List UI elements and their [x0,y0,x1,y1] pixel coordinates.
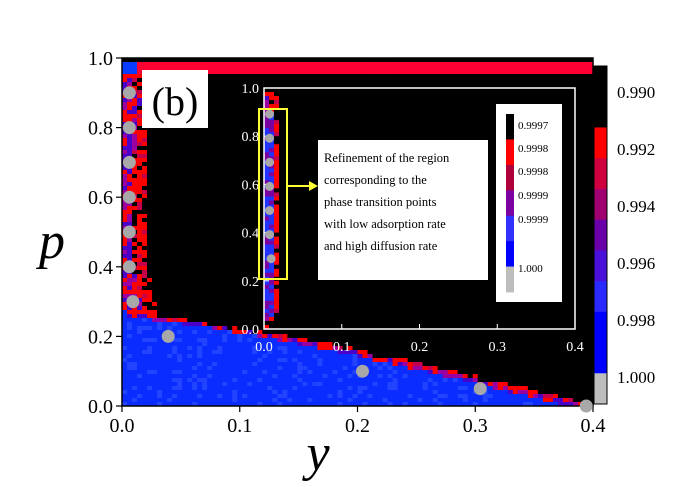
inset-colorbar-label: 0.9999 [518,190,549,202]
transition-point [122,260,136,274]
colorbar-swatch [594,311,607,344]
colorbar-swatch [594,158,607,190]
colorbar-swatch [594,96,607,128]
inset-x-tick-label: 0.2 [411,340,429,355]
colorbar-label: 0.992 [617,140,655,159]
inset-transition-points [265,109,276,264]
annotation-line: corresponding to the [324,173,427,187]
inset-y-tick-label: 0.4 [242,227,260,242]
inset-colorbar-label: 0.9999 [518,214,549,226]
inset-x-tick-label: 0.3 [489,340,507,355]
annotation-line: phase transition points [324,195,437,209]
colorbar-swatch [594,373,607,405]
inset-colorbar-label: 0.9997 [518,120,549,132]
transition-point [122,225,136,239]
annotation-line: and high diffusion rate [324,239,438,253]
inset-colorbar-swatch [506,190,514,217]
inset-colorbar-label: 1.000 [518,263,543,275]
colorbar-swatch [594,66,607,98]
annotation-line: with low adsorption rate [324,217,446,231]
inset-plot: 0.0 0.1 0.2 0.3 0.4 0.0 0.2 0.4 0.6 0.8 1.0 Refine… [242,82,584,355]
transition-point [122,86,136,100]
inset-y-tick-label: 0.8 [242,130,260,145]
inset-y-tick-label: 1.0 [242,82,260,97]
inset-x-tick-label: 0.4 [566,340,584,355]
transition-point [356,364,369,378]
y-tick-label: 0.6 [88,187,113,209]
inset-colorbar-swatch [506,114,514,140]
main-colorbar: 0.990 0.992 0.994 0.996 0.998 1.000 [593,65,656,405]
transition-point [161,329,175,343]
colorbar-label: 0.996 [617,254,655,273]
inset-transition-point [265,133,275,143]
annotation-line: Refinement of the region [324,151,450,165]
inset-transition-point [265,157,275,167]
transition-point [122,155,136,169]
transition-point [122,121,136,135]
inset-colorbar: 0.9997 0.9998 0.9998 0.9999 0.9999 1.000 [496,104,562,302]
highlight-box [258,108,288,280]
colorbar-swatch [594,281,607,313]
inset-colorbar-label: 0.9998 [518,143,549,155]
colorbar-label: 0.994 [617,197,656,216]
inset-colorbar-swatch [506,266,514,293]
inset-colorbar-swatch [506,164,514,191]
inset-axis-ticks: 0.0 0.1 0.2 0.3 0.4 0.0 0.2 0.4 0.6 0.8 1.0 [242,82,584,355]
transition-point [122,190,136,204]
colorbar-swatch [594,188,607,221]
inset-y-tick-label: 0.0 [242,323,260,338]
main-axis-ticks: 0.0 0.1 0.2 0.3 0.4 0.0 0.2 0.4 0.6 0.8 1.0 [88,48,606,437]
annotation-box: Refinement of the region corresponding to… [318,140,488,280]
inset-colorbar-swatch [506,241,514,267]
transition-point [579,399,593,413]
inset-colorbar-swatch [506,215,514,242]
y-axis-title: p [35,213,65,270]
colorbar-swatch [594,250,607,282]
colorbar-swatch [594,342,607,374]
main-transition-points [122,86,593,413]
highlight-arrow [287,181,318,191]
y-tick-label: 1.0 [88,48,113,70]
y-tick-label: 0.0 [88,396,113,418]
x-tick-label: 0.3 [463,415,488,437]
y-tick-label: 0.2 [88,326,113,348]
inset-transition-point [265,181,275,191]
y-tick-label: 0.8 [88,118,113,140]
panel-label: (b) [152,79,199,124]
inset-colorbar-swatch [506,139,514,166]
x-axis-title: y [301,425,330,482]
inset-colorbar-label: 0.9998 [518,166,549,178]
x-tick-label: 0.4 [581,415,606,437]
inset-x-tick-label: 0.1 [333,340,351,355]
colorbar-label: 0.998 [617,311,655,330]
inset-x-tick-label: 0.0 [255,340,273,355]
x-tick-label: 0.2 [345,415,370,437]
inset-transition-point [265,206,275,215]
panel-label-box: (b) [142,70,208,128]
y-tick-label: 0.4 [88,257,113,279]
x-tick-label: 0.1 [227,415,252,437]
inset-y-tick-label: 0.6 [242,178,260,193]
colorbar-swatch [594,127,607,159]
inset-y-tick-label: 0.2 [242,275,260,290]
transition-point [126,295,140,309]
colorbar-swatch [594,219,607,251]
colorbar-label: 1.000 [617,368,655,387]
inset-transition-point [265,109,275,119]
colorbar-label: 0.990 [617,83,655,102]
transition-point [473,382,487,396]
x-tick-label: 0.0 [110,415,135,437]
inset-transition-point [265,230,275,240]
inset-transition-point [266,254,276,264]
